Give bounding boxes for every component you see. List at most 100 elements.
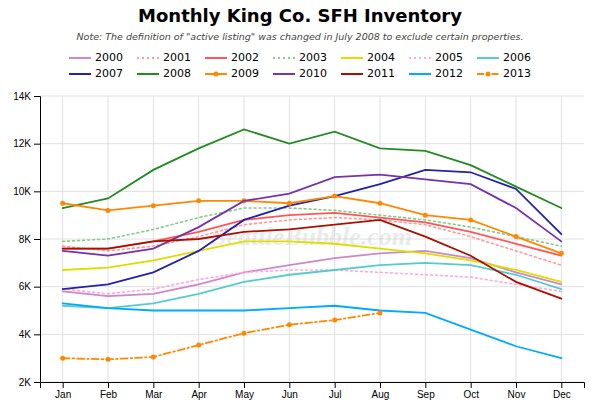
legend-marker: [214, 72, 219, 77]
legend-item: 2010: [273, 67, 327, 80]
legend-item: 2005: [409, 51, 463, 64]
subtitle: Note: The definition of "active listing"…: [76, 31, 523, 42]
legend-label: 2003: [299, 51, 327, 64]
y-tick-label: 4K: [19, 329, 32, 340]
y-tick-label: 2K: [19, 377, 32, 388]
series-marker: [378, 201, 383, 206]
x-tick-label: May: [235, 389, 254, 400]
legend-label: 2004: [367, 51, 395, 64]
legend-label: 2012: [435, 67, 463, 80]
series-line: [63, 218, 562, 266]
x-tick-label: Apr: [191, 389, 207, 400]
series-marker: [106, 208, 111, 213]
series-marker: [151, 203, 156, 208]
legend-swatch: [69, 73, 91, 75]
x-tick-mark: [471, 382, 472, 388]
series-line: [63, 170, 562, 289]
y-tick: 10K: [13, 186, 40, 197]
legend-label: 2006: [503, 51, 531, 64]
legend-item: 2003: [273, 51, 327, 64]
x-axis-line: [41, 383, 585, 389]
y-tick-label: 8K: [19, 234, 32, 245]
legend-swatch: [409, 57, 431, 59]
x-tick-label: Feb: [100, 389, 118, 400]
x-tick: Sep: [417, 382, 435, 400]
x-tick-mark: [289, 382, 290, 388]
x-tick: Jul: [329, 382, 342, 400]
series-marker: [60, 356, 65, 361]
y-tick-label: 6K: [19, 281, 32, 292]
series-marker: [423, 213, 428, 218]
y-tick-mark: [34, 239, 40, 240]
legend-swatch: [273, 57, 295, 59]
legend-item: 2008: [137, 67, 191, 80]
legend-item: 2011: [341, 67, 395, 80]
series-line: [63, 270, 562, 294]
legend-swatch: [69, 57, 91, 59]
legend-swatch: [137, 57, 159, 59]
grid-line-x: [425, 96, 426, 382]
grid-line-x: [561, 96, 562, 382]
series-line: [63, 213, 562, 256]
x-tick: Jun: [282, 382, 298, 400]
legend-swatch: [477, 57, 499, 59]
series-marker: [332, 194, 337, 199]
legend-item: 2007: [69, 67, 123, 80]
series-marker: [514, 234, 519, 239]
legend-label: 2013: [503, 67, 531, 80]
legend-swatch: [273, 73, 295, 75]
x-tick-label: Oct: [463, 389, 479, 400]
x-tick: Dec: [553, 382, 571, 400]
y-tick-mark: [34, 334, 40, 335]
x-tick-mark: [425, 382, 426, 388]
legend-label: 2001: [163, 51, 191, 64]
legend: 2000200120022003200420052006200720082009…: [69, 51, 531, 80]
x-tick-mark: [244, 382, 245, 388]
x-tick-label: Sep: [417, 389, 435, 400]
x-tick-mark: [380, 382, 381, 388]
y-tick-mark: [34, 191, 40, 192]
grid-line-y: [40, 334, 584, 335]
x-tick-mark: [335, 382, 336, 388]
legend-swatch: [409, 73, 431, 75]
x-tick-label: Nov: [508, 389, 526, 400]
legend-item: 2000: [69, 51, 123, 64]
legend-label: 2011: [367, 67, 395, 80]
legend-item: 2004: [341, 51, 395, 64]
series-marker: [559, 251, 564, 256]
x-tick: Feb: [100, 382, 118, 400]
legend-label: 2005: [435, 51, 463, 64]
x-tick-label: Jun: [282, 389, 298, 400]
series-marker: [287, 201, 292, 206]
grid: [40, 96, 584, 382]
title: Monthly King Co. SFH Inventory: [138, 5, 462, 26]
x-tick-mark: [561, 382, 562, 388]
y-tick-mark: [34, 96, 40, 97]
series-marker: [60, 201, 65, 206]
chart: Monthly King Co. SFH Inventory Note: The …: [0, 0, 600, 408]
y-tick-label: 12K: [13, 138, 31, 149]
x-tick-mark: [108, 382, 109, 388]
x-tick-mark: [199, 382, 200, 388]
series-line: [63, 220, 562, 299]
grid-line-x: [470, 96, 471, 382]
grid-line-y: [40, 286, 584, 287]
x-tick-mark: [63, 382, 64, 388]
series-line: [63, 303, 562, 358]
y-tick-mark: [34, 382, 40, 383]
x-tick: Aug: [372, 382, 390, 400]
legend-item: 2001: [137, 51, 191, 64]
x-tick: May: [235, 382, 254, 400]
series-marker: [106, 357, 111, 362]
plot-area: SeattleBubble.com2K4K6K8K10K12K14KJanFeb…: [13, 91, 584, 400]
series-marker: [151, 354, 156, 359]
y-tick: 6K: [19, 281, 40, 292]
series-line: [63, 313, 380, 359]
x-tick-mark: [516, 382, 517, 388]
series-group: [60, 129, 564, 361]
y-tick-mark: [34, 144, 40, 145]
x-tick-label: Aug: [372, 389, 390, 400]
y-tick-label: 10K: [13, 186, 31, 197]
grid-line-x: [153, 96, 154, 382]
x-tick-label: Mar: [145, 389, 163, 400]
